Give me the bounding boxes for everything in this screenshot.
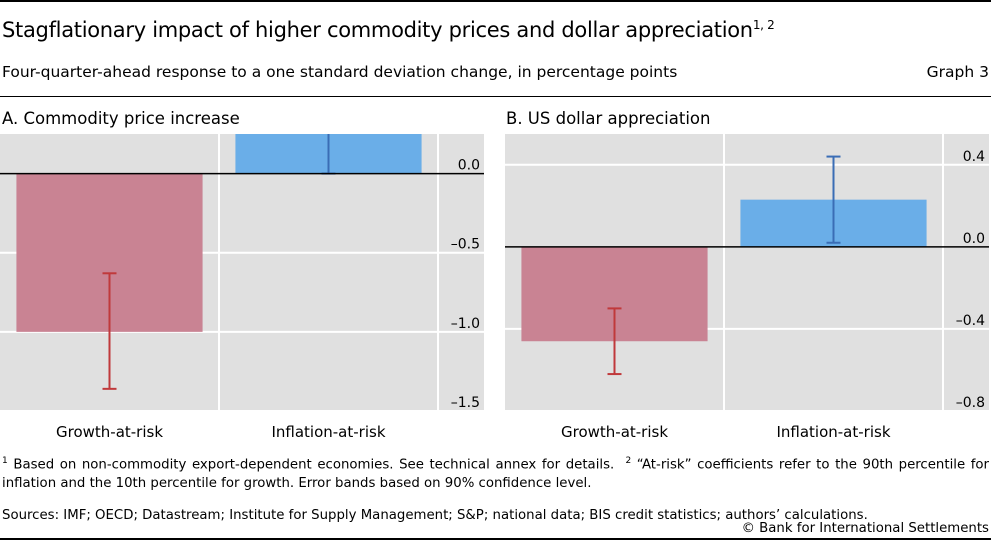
footnotes: 1 Based on non-commodity export-dependen… (2, 452, 989, 493)
copyright-note: © Bank for International Settlements (741, 521, 989, 536)
y-tick-label: 0.0 (963, 231, 985, 247)
footnote-2-marker: 2 (625, 456, 632, 466)
chart-title-text: Stagflationary impact of higher commodit… (2, 18, 753, 42)
panel-b-chart: Growth-at-risk Inflation-at-risk 0.4 0.0 –0.… (505, 134, 989, 441)
title-footnote-marker: 1, 2 (752, 18, 775, 32)
y-tick-label: –0.4 (956, 313, 985, 329)
category-label: Growth-at-risk (561, 423, 668, 441)
bottom-rule (0, 538, 991, 540)
footnote-1-text: Based on non-commodity export-dependent … (13, 457, 615, 473)
top-rule (0, 0, 991, 2)
category-label: Inflation-at-risk (271, 423, 385, 441)
y-tick-label: –1.0 (451, 316, 480, 332)
category-label: Inflation-at-risk (776, 423, 890, 441)
chart-subtitle: Four-quarter-ahead response to a one sta… (2, 63, 678, 81)
chart-title: Stagflationary impact of higher commodit… (2, 18, 775, 42)
footnote-2-text: “At-risk” coefficients refer to the 90th… (2, 457, 989, 492)
category-label: Growth-at-risk (56, 423, 163, 441)
y-tick-label: –0.5 (451, 237, 480, 253)
header-rule (0, 96, 991, 97)
y-tick-label: 0.0 (458, 158, 480, 174)
graph-number: Graph 3 (926, 63, 989, 81)
panel-a-chart: Growth-at-risk Inflation-at-risk 0.0 –0.5 –1… (0, 134, 484, 441)
y-tick-label: –0.8 (956, 395, 985, 411)
sources-note: Sources: IMF; OECD; Datastream; Institut… (2, 508, 868, 523)
panel-b-title: B. US dollar appreciation (506, 109, 711, 128)
y-tick-label: –1.5 (451, 395, 480, 411)
panel-a-title: A. Commodity price increase (2, 109, 240, 128)
y-tick-label: 0.4 (963, 149, 985, 165)
footnote-1-marker: 1 (2, 456, 8, 466)
